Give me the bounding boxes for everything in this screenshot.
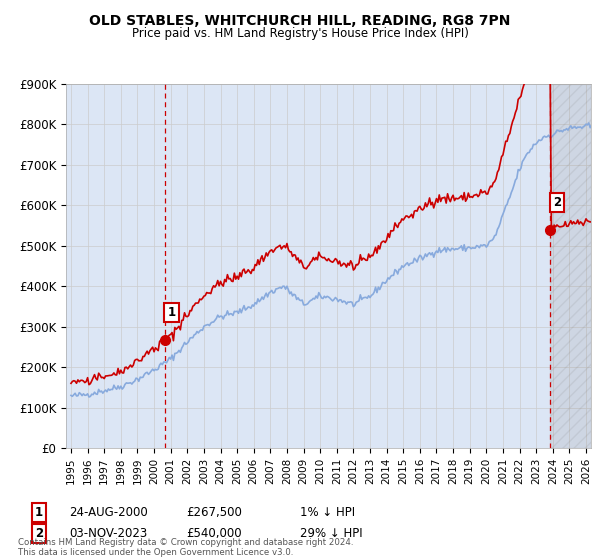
Text: 24-AUG-2000: 24-AUG-2000 xyxy=(69,506,148,519)
Bar xyxy=(550,84,591,448)
Text: £267,500: £267,500 xyxy=(186,506,242,519)
Text: 2: 2 xyxy=(553,195,561,208)
Text: OLD STABLES, WHITCHURCH HILL, READING, RG8 7PN: OLD STABLES, WHITCHURCH HILL, READING, R… xyxy=(89,14,511,28)
Text: 1: 1 xyxy=(167,306,176,319)
Text: Contains HM Land Registry data © Crown copyright and database right 2024.
This d: Contains HM Land Registry data © Crown c… xyxy=(18,538,353,557)
Text: £540,000: £540,000 xyxy=(186,526,242,540)
Text: 2: 2 xyxy=(35,526,43,540)
Text: Price paid vs. HM Land Registry's House Price Index (HPI): Price paid vs. HM Land Registry's House … xyxy=(131,27,469,40)
Text: 29% ↓ HPI: 29% ↓ HPI xyxy=(300,526,362,540)
Text: 1: 1 xyxy=(35,506,43,519)
Text: 03-NOV-2023: 03-NOV-2023 xyxy=(69,526,147,540)
Text: 1% ↓ HPI: 1% ↓ HPI xyxy=(300,506,355,519)
